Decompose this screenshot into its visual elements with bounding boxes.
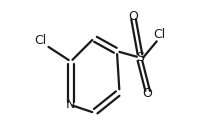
Text: Cl: Cl [153, 28, 165, 41]
Text: N: N [66, 98, 75, 111]
Text: S: S [136, 51, 144, 64]
Text: O: O [143, 87, 153, 100]
Text: O: O [129, 10, 138, 23]
Text: Cl: Cl [34, 34, 46, 47]
